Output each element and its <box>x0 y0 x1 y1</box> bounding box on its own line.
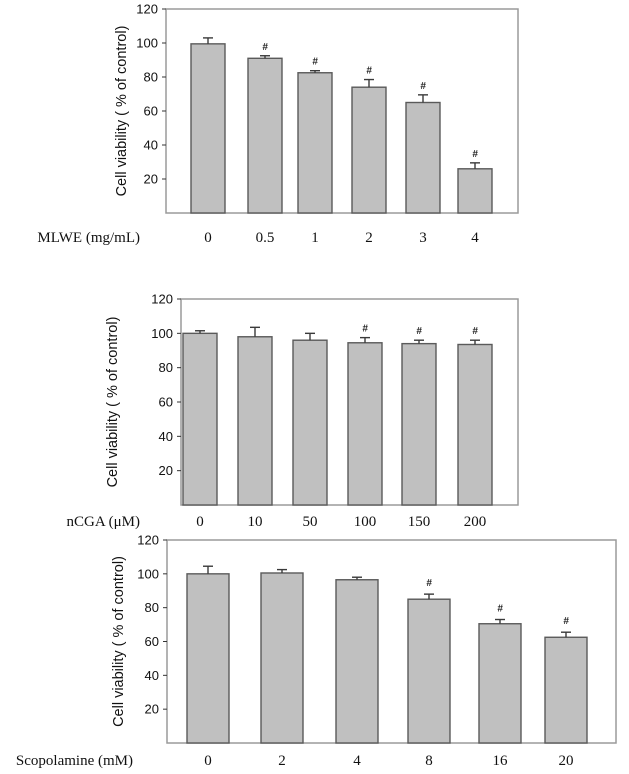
significance-marker: # <box>362 324 368 335</box>
y-tick-label: 40 <box>145 668 159 683</box>
x-tick-label: 20 <box>559 753 574 769</box>
y-tick-label: 40 <box>144 138 158 153</box>
y-axis-title: Cell viability ( % of control) <box>105 317 121 488</box>
bar <box>401 342 437 506</box>
significance-marker: # <box>563 616 569 627</box>
x-tick-label: 10 <box>248 514 263 530</box>
bar <box>351 86 387 214</box>
x-tick-label: 2 <box>365 230 373 246</box>
y-tick-label: 60 <box>159 395 173 410</box>
y-tick-label: 80 <box>145 600 159 615</box>
x-tick-label: 16 <box>493 753 509 769</box>
y-tick-label: 100 <box>151 326 173 341</box>
significance-marker: # <box>366 66 372 77</box>
bar <box>292 339 328 506</box>
x-axis-title: nCGA (μM) <box>67 514 140 530</box>
y-tick-label: 100 <box>137 566 159 581</box>
bar <box>182 332 218 506</box>
bar <box>190 43 226 214</box>
x-tick-label: 100 <box>354 514 377 530</box>
y-tick-label: 80 <box>159 360 173 375</box>
significance-marker: # <box>416 326 422 337</box>
bar <box>186 573 230 744</box>
x-axis-title: MLWE (mg/mL) <box>37 230 140 246</box>
x-tick-label: 0.5 <box>256 230 275 246</box>
bar <box>297 72 333 214</box>
significance-marker: # <box>420 81 426 92</box>
significance-marker: # <box>262 42 268 53</box>
x-tick-label: 200 <box>464 514 487 530</box>
x-tick-label: 8 <box>425 753 433 769</box>
x-tick-label: 2 <box>278 753 286 769</box>
bar <box>247 57 283 214</box>
y-tick-label: 40 <box>159 429 173 444</box>
bar <box>457 168 493 214</box>
bar <box>335 579 379 744</box>
bar <box>544 636 588 744</box>
bar <box>237 336 273 506</box>
y-tick-label: 120 <box>137 533 159 548</box>
y-tick-label: 120 <box>151 292 173 307</box>
x-tick-label: 4 <box>471 230 479 246</box>
y-axis-title: Cell viability ( % of control) <box>114 26 130 197</box>
significance-marker: # <box>472 149 478 160</box>
y-tick-label: 60 <box>145 634 159 649</box>
x-tick-label: 4 <box>353 753 361 769</box>
bar <box>405 101 441 214</box>
y-tick-label: 20 <box>144 172 158 187</box>
bar <box>457 343 493 506</box>
x-tick-label: 1 <box>311 230 319 246</box>
x-tick-label: 150 <box>408 514 431 530</box>
significance-marker: # <box>472 326 478 337</box>
bar <box>260 572 304 744</box>
y-tick-label: 20 <box>145 702 159 717</box>
x-tick-label: 50 <box>303 514 318 530</box>
x-tick-label: 0 <box>204 753 212 769</box>
y-tick-label: 120 <box>136 2 158 17</box>
x-axis-title: Scopolamine (mM) <box>16 753 133 769</box>
x-tick-label: 0 <box>196 514 204 530</box>
y-tick-label: 80 <box>144 70 158 85</box>
x-tick-label: 3 <box>419 230 427 246</box>
significance-marker: # <box>497 604 503 615</box>
y-axis-title: Cell viability ( % of control) <box>111 556 127 727</box>
bar <box>407 598 451 744</box>
bar <box>347 342 383 506</box>
bar <box>478 623 522 744</box>
y-tick-label: 100 <box>136 36 158 51</box>
x-tick-label: 0 <box>204 230 212 246</box>
y-tick-label: 20 <box>159 463 173 478</box>
significance-marker: # <box>312 57 318 68</box>
y-tick-label: 60 <box>144 104 158 119</box>
significance-marker: # <box>426 578 432 589</box>
